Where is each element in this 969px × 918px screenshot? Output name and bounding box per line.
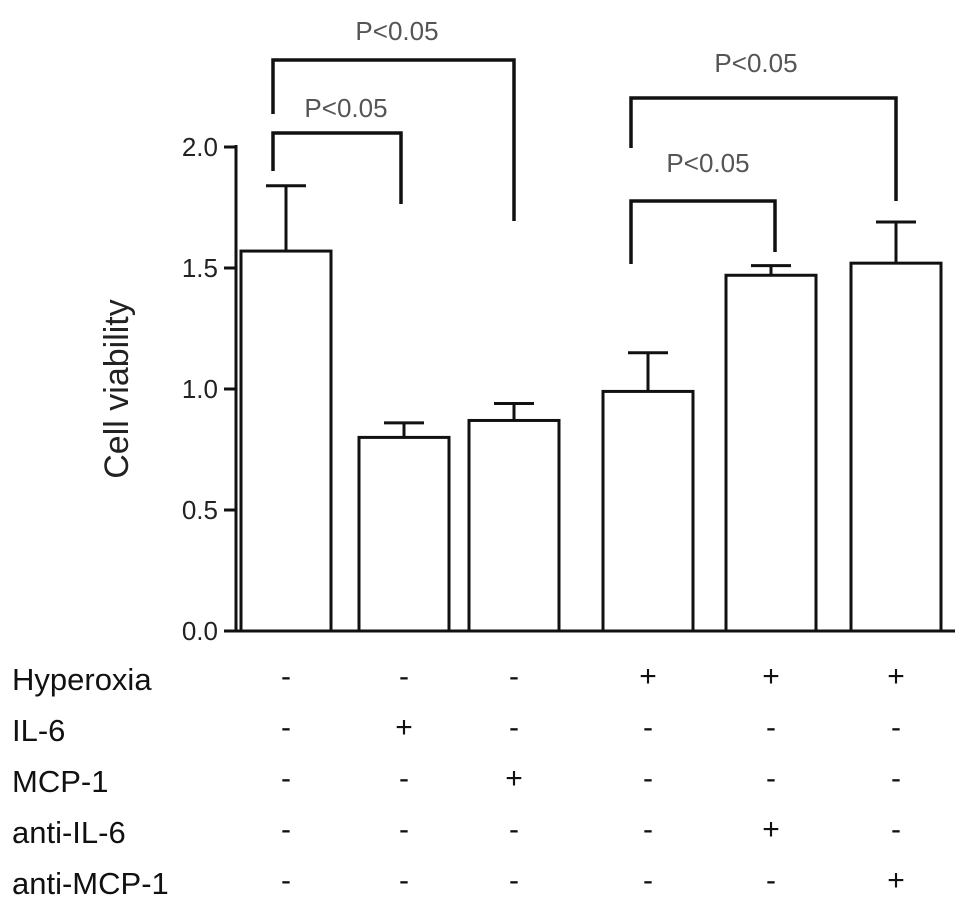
y-axis-label: Cell viability <box>98 299 136 479</box>
condition-sign: - <box>766 762 776 795</box>
condition-sign: - <box>509 660 519 693</box>
condition-sign: - <box>399 660 409 693</box>
condition-sign: + <box>762 813 780 846</box>
condition-sign: - <box>399 864 409 897</box>
bar <box>724 273 818 633</box>
significance-label: P<0.05 <box>355 16 438 46</box>
condition-label: MCP-1 <box>12 764 108 799</box>
condition-sign: - <box>281 762 291 795</box>
condition-sign: + <box>639 660 657 693</box>
condition-sign: - <box>891 762 901 795</box>
condition-sign: - <box>766 864 776 897</box>
condition-sign: - <box>643 864 653 897</box>
bar <box>849 261 943 633</box>
bar <box>601 389 695 633</box>
y-tick-label: 1.0 <box>182 374 218 404</box>
bar <box>467 418 561 633</box>
y-tick-label: 1.5 <box>182 253 218 283</box>
condition-sign: - <box>643 813 653 846</box>
condition-sign: - <box>766 711 776 744</box>
condition-sign: - <box>509 711 519 744</box>
condition-sign: - <box>643 711 653 744</box>
condition-sign: - <box>643 762 653 795</box>
condition-sign: + <box>395 711 413 744</box>
condition-sign: - <box>509 813 519 846</box>
significance-bracket <box>629 96 898 201</box>
significance-bracket <box>271 58 516 221</box>
significance-label: P<0.05 <box>714 48 797 78</box>
bars <box>239 184 943 633</box>
significance-bracket <box>271 131 403 204</box>
significance-label: P<0.05 <box>666 148 749 178</box>
y-tick-label: 0.0 <box>182 616 218 646</box>
condition-sign: - <box>281 660 291 693</box>
condition-sign: + <box>762 660 780 693</box>
condition-sign: - <box>509 864 519 897</box>
significance-bracket <box>629 199 777 264</box>
y-tick-label: 2.0 <box>182 132 218 162</box>
condition-label: anti-MCP-1 <box>12 866 169 901</box>
condition-sign: - <box>891 711 901 744</box>
condition-sign: - <box>399 762 409 795</box>
significance-brackets: P<0.05 P<0.05 P<0.05 P<0.05 <box>271 16 898 264</box>
significance-label: P<0.05 <box>304 93 387 123</box>
bar <box>239 249 333 633</box>
condition-sign: - <box>281 813 291 846</box>
condition-sign: + <box>505 762 523 795</box>
bar <box>357 435 451 633</box>
condition-label: IL-6 <box>12 713 65 748</box>
condition-label: anti-IL-6 <box>12 815 126 850</box>
condition-label: Hyperoxia <box>12 662 152 697</box>
y-tick-label: 0.5 <box>182 495 218 525</box>
condition-sign: - <box>891 813 901 846</box>
condition-sign: + <box>887 864 905 897</box>
condition-table: Hyperoxia - - - + + + IL-6 - + - - - - MCP-1 - - + - - - anti… <box>12 660 905 901</box>
axes: 0.0 0.5 1.0 1.5 2.0 Cell viability <box>98 132 955 646</box>
condition-sign: - <box>281 711 291 744</box>
condition-sign: - <box>399 813 409 846</box>
condition-sign: + <box>887 660 905 693</box>
condition-sign: - <box>281 864 291 897</box>
